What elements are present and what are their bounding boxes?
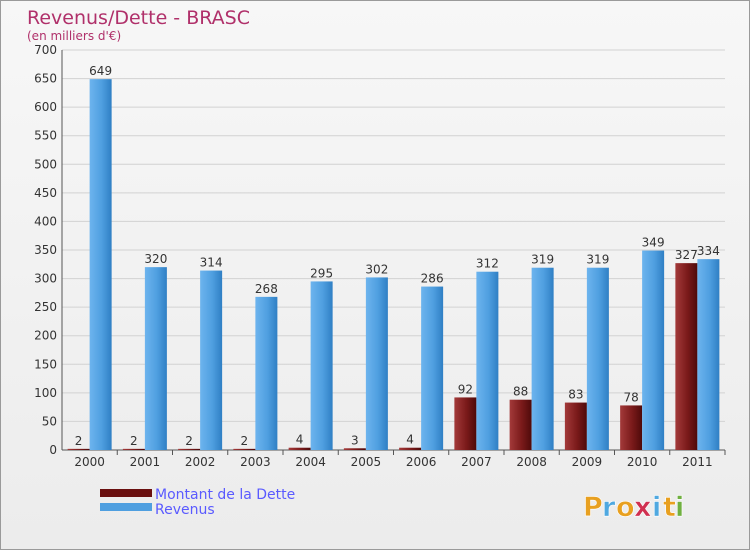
- y-tick-label: 550: [34, 129, 57, 143]
- data-label: 295: [310, 266, 333, 280]
- data-labels: 2 649 2 320 2 314 2 268 4 295 3 302 4 286 92 312 88 319 83…: [75, 64, 720, 448]
- y-tick-label: 450: [34, 186, 57, 200]
- bar-dette: [67, 448, 90, 450]
- legend-swatch-dette: [100, 489, 152, 497]
- data-label: 2: [130, 434, 138, 448]
- bar-revenus: [365, 277, 388, 450]
- data-label: 3: [351, 433, 359, 447]
- x-tick-label: 2011: [682, 455, 713, 469]
- bar-dette: [620, 405, 643, 450]
- legend-label-revenus: Revenus: [155, 502, 215, 518]
- bar-revenus: [310, 281, 333, 450]
- y-tick-label: 100: [34, 386, 57, 400]
- bar-dette: [399, 447, 422, 450]
- data-label: 327: [675, 248, 698, 262]
- y-tick-label: 50: [42, 414, 57, 428]
- logo-letter: x: [634, 492, 651, 523]
- data-label: 349: [642, 236, 665, 250]
- y-tick-label: 650: [34, 72, 57, 86]
- data-label: 2: [241, 434, 249, 448]
- data-label: 319: [531, 253, 554, 267]
- y-tick-label: 700: [34, 43, 57, 57]
- bar-revenus: [200, 270, 223, 450]
- bar-dette: [233, 448, 256, 450]
- bars: [67, 79, 720, 451]
- bar-dette: [122, 448, 145, 450]
- data-label: 4: [296, 433, 304, 447]
- y-tick-label: 500: [34, 157, 57, 171]
- x-tick-label: 2001: [130, 455, 161, 469]
- bar-dette: [454, 397, 477, 450]
- y-tick-label: 150: [34, 357, 57, 371]
- data-label: 320: [144, 252, 167, 266]
- data-label: 302: [365, 262, 388, 276]
- logo-letter: P: [583, 492, 603, 523]
- x-tick-label: 2000: [74, 455, 105, 469]
- legend: Montant de la Dette Revenus: [100, 487, 295, 518]
- bar-revenus: [531, 267, 554, 450]
- logo-letter: r: [602, 492, 616, 523]
- axes: 0 50 100 150 200 250 300 350 400 450 500 550 600 650 7…: [34, 43, 726, 469]
- data-label: 312: [476, 257, 499, 271]
- data-label: 92: [458, 382, 473, 396]
- bar-dette: [675, 263, 698, 450]
- data-label: 88: [513, 385, 528, 399]
- bar-dette: [178, 448, 201, 450]
- legend-label-dette: Montant de la Dette: [155, 487, 295, 503]
- y-tick-label: 350: [34, 243, 57, 257]
- bar-revenus: [144, 267, 167, 450]
- y-tick-label: 600: [34, 100, 57, 114]
- bar-revenus: [642, 250, 665, 450]
- y-tick-label: 400: [34, 214, 57, 228]
- data-label: 2: [75, 434, 83, 448]
- x-tick-label: 2005: [351, 455, 382, 469]
- logo-letter: t: [663, 492, 676, 523]
- bar-revenus: [586, 267, 609, 450]
- data-label: 319: [586, 253, 609, 267]
- data-label: 314: [200, 256, 223, 270]
- bar-revenus: [255, 296, 278, 450]
- x-tick-label: 2002: [185, 455, 216, 469]
- bar-revenus: [697, 259, 720, 450]
- data-label: 83: [568, 388, 583, 402]
- data-label: 649: [89, 64, 112, 78]
- bar-revenus: [421, 286, 444, 450]
- y-tick-label: 250: [34, 300, 57, 314]
- bar-dette: [564, 402, 587, 450]
- data-label: 334: [697, 244, 720, 258]
- chart-title: Revenus/Dette - BRASC: [27, 7, 250, 29]
- y-tick-label: 300: [34, 272, 57, 286]
- logo-letter: o: [616, 492, 635, 523]
- x-tick-label: 2007: [461, 455, 492, 469]
- data-label: 268: [255, 282, 278, 296]
- legend-swatch-revenus: [100, 503, 152, 511]
- x-tick-label: 2006: [406, 455, 437, 469]
- bar-dette: [509, 399, 532, 450]
- chart-subtitle: (en milliers d'€): [27, 29, 121, 43]
- data-label: 78: [623, 390, 638, 404]
- x-tick-label: 2004: [295, 455, 326, 469]
- x-tick-label: 2009: [572, 455, 603, 469]
- bar-dette: [288, 447, 311, 450]
- y-tick-label: 200: [34, 329, 57, 343]
- x-tick-label: 2010: [627, 455, 658, 469]
- logo-letter: i: [652, 492, 661, 523]
- logo-letter: i: [675, 492, 684, 523]
- bar-revenus: [476, 271, 499, 450]
- y-tick-label: 0: [49, 443, 57, 457]
- x-tick-label: 2008: [516, 455, 547, 469]
- data-label: 4: [406, 433, 414, 447]
- bar-dette: [343, 448, 366, 450]
- data-label: 286: [421, 272, 444, 286]
- bar-revenus: [89, 79, 112, 451]
- data-label: 2: [185, 434, 193, 448]
- x-tick-label: 2003: [240, 455, 271, 469]
